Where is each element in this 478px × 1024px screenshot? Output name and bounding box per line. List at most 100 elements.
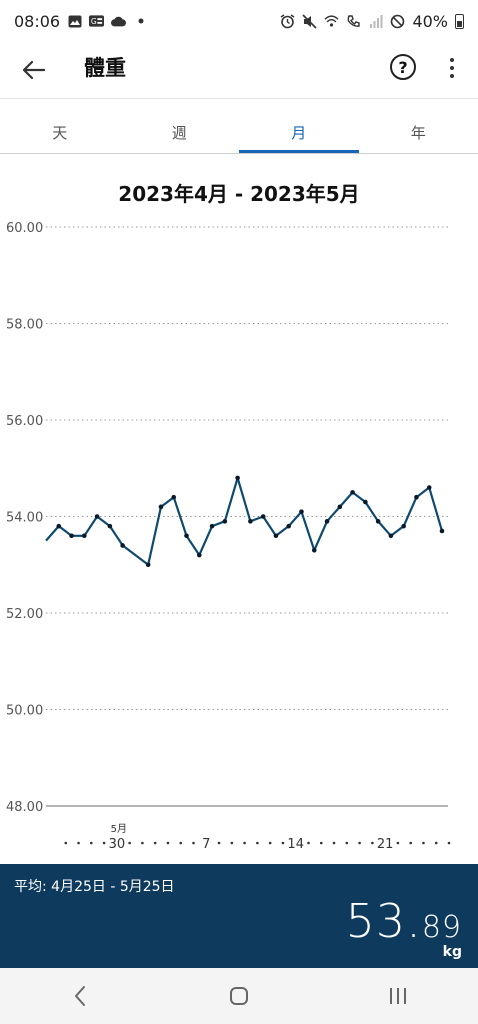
page-title: 體重 — [84, 56, 126, 80]
y-tick-label: 54.00 — [6, 511, 43, 526]
x-tick-dot — [281, 841, 285, 845]
data-point — [260, 514, 266, 519]
back-arrow-icon[interactable] — [16, 50, 52, 90]
data-point — [248, 519, 253, 524]
y-tick-label: 58.00 — [6, 318, 43, 333]
tab-month[interactable]: 月 — [239, 110, 359, 154]
status-time: 08:06 — [14, 11, 61, 31]
data-point — [94, 514, 100, 519]
data-point — [426, 485, 432, 490]
summary-value: 53. 89 — [346, 894, 462, 948]
dot-icon — [133, 14, 148, 29]
series-line — [45, 476, 444, 566]
summary-value-int: 53. — [345, 894, 422, 948]
data-point — [82, 533, 87, 539]
x-tick-dot — [166, 841, 170, 845]
signal-icon — [368, 14, 383, 29]
x-tick-dot — [153, 841, 157, 845]
system-nav-bar — [0, 968, 478, 1024]
x-tick-dot — [77, 841, 80, 845]
tab-year[interactable]: 年 — [359, 110, 478, 154]
nav-recents-icon[interactable] — [368, 976, 428, 1016]
tab-month-label: 月 — [291, 123, 307, 142]
nav-back-icon[interactable] — [50, 976, 110, 1016]
tab-day[interactable]: 天 — [0, 110, 120, 154]
x-tick-dot — [332, 841, 336, 845]
x-tick-dot — [128, 841, 131, 845]
app-bar: 體重 ? — [0, 42, 478, 98]
svg-text:G: G — [91, 17, 97, 26]
y-tick-label: 56.00 — [6, 414, 43, 429]
wifi-call-icon — [346, 14, 361, 29]
x-month-label: 5月 — [111, 823, 127, 835]
x-tick-label: 30 — [109, 837, 126, 852]
data-point — [363, 499, 368, 505]
news-icon: G — [89, 14, 105, 29]
status-bar: 08:06 G 40% — [0, 0, 478, 42]
y-tick-label: 52.00 — [6, 607, 43, 622]
data-point — [439, 528, 445, 534]
x-tick-dot — [243, 841, 246, 845]
battery-percent: 40% — [412, 11, 448, 31]
block-icon — [390, 14, 405, 29]
data-point — [350, 490, 355, 495]
tab-year-label: 年 — [410, 123, 426, 142]
x-tick-dot — [447, 841, 451, 845]
weight-line-chart[interactable]: 60.00 58.00 56.00 54.00 52.00 50.00 48.00 30 5月 7… — [0, 210, 478, 862]
data-point — [171, 494, 177, 500]
tabs-divider — [0, 153, 478, 154]
data-point — [145, 562, 151, 568]
data-point — [273, 533, 279, 539]
x-tick-dot — [358, 841, 361, 845]
x-tick-dot — [102, 841, 106, 845]
data-point — [184, 533, 189, 539]
chart-title: 2023年4月 - 2023年5月 — [118, 182, 360, 206]
alarm-icon — [280, 13, 295, 29]
x-tick-dot — [230, 841, 234, 845]
data-point — [222, 519, 228, 524]
tab-week[interactable]: 週 — [120, 110, 240, 154]
y-tick-label: 48.00 — [6, 800, 43, 815]
nav-home-icon[interactable] — [209, 976, 269, 1016]
tab-week-label: 週 — [171, 123, 187, 142]
data-point — [388, 533, 394, 539]
data-point — [120, 543, 125, 548]
summary-label: 平均: 4月25日 - 5月25日 — [14, 879, 175, 895]
x-tick-dot — [307, 841, 310, 845]
period-tabs: 天 週 月 年 — [0, 110, 478, 154]
x-tick-dot — [217, 841, 221, 845]
wifi-icon — [324, 14, 340, 29]
x-tick-label: 7 — [202, 837, 210, 852]
data-point — [414, 494, 419, 500]
x-tick-dot — [396, 841, 400, 845]
x-tick-dot — [434, 841, 438, 845]
x-tick-dot — [141, 841, 144, 845]
x-tick-dot — [319, 841, 323, 845]
data-point — [401, 523, 406, 529]
cloud-icon — [111, 14, 127, 29]
x-tick-dot — [179, 841, 183, 845]
data-point — [324, 519, 330, 524]
more-options-icon[interactable] — [442, 52, 462, 84]
x-tick-dot — [371, 841, 374, 845]
data-point — [69, 533, 74, 539]
x-tick-label: 14 — [287, 837, 304, 852]
summary-panel: 平均: 4月25日 - 5月25日 53. 89 kg — [0, 864, 478, 968]
data-point — [158, 504, 164, 510]
x-tick-dot — [345, 841, 349, 845]
data-point — [56, 523, 62, 529]
x-tick-dot — [422, 841, 425, 845]
x-tick-dot — [64, 841, 68, 845]
summary-value-dec: 89 — [421, 910, 462, 945]
header-divider — [0, 98, 478, 99]
tab-day-label: 天 — [52, 123, 68, 142]
x-tick-label: 21 — [377, 837, 394, 852]
data-point — [286, 523, 292, 529]
data-point — [311, 547, 317, 553]
data-point — [299, 509, 304, 514]
help-icon[interactable]: ? — [390, 54, 416, 80]
data-point — [107, 523, 113, 529]
y-tick-label: 60.00 — [6, 221, 43, 236]
x-tick-dot — [268, 841, 272, 845]
x-tick-dot — [90, 841, 93, 845]
